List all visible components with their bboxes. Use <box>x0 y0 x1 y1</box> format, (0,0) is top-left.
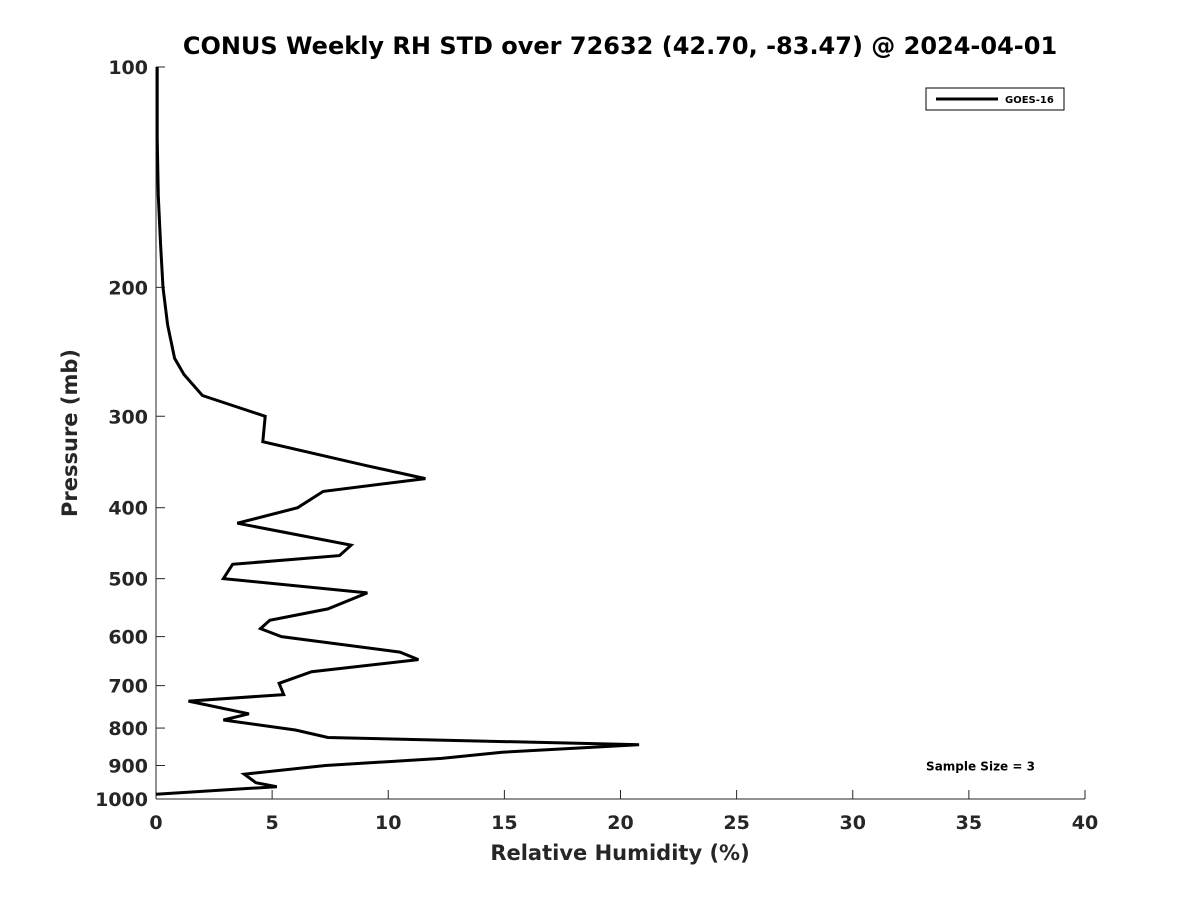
y-tick-label: 900 <box>108 756 148 778</box>
series-layer <box>155 67 640 796</box>
y-tick-label: 1000 <box>95 789 148 811</box>
legend-label-goes16: GOES-16 <box>1005 95 1054 106</box>
sample-size-annotation: Sample Size = 3 <box>926 760 1035 774</box>
x-tick-label: 30 <box>840 812 866 834</box>
x-tick-label: 25 <box>723 812 749 834</box>
x-tick-label: 15 <box>491 812 517 834</box>
x-tick-label: 40 <box>1072 812 1098 834</box>
series-line-goes16 <box>155 67 640 796</box>
y-tick-label: 700 <box>108 676 148 698</box>
y-tick-label: 200 <box>108 277 148 299</box>
y-tick-label: 500 <box>108 569 148 591</box>
x-tick-label: 0 <box>149 812 162 834</box>
x-tick-label: 10 <box>375 812 401 834</box>
y-axis-label: Pressure (mb) <box>58 349 82 517</box>
y-tick-label: 600 <box>108 627 148 649</box>
y-tick-label: 100 <box>108 57 148 79</box>
x-tick-label: 35 <box>956 812 982 834</box>
x-tick-label: 20 <box>607 812 633 834</box>
legend: GOES-16 <box>925 87 1065 111</box>
x-axis-label: Relative Humidity (%) <box>490 841 749 865</box>
y-tick-label: 300 <box>108 406 148 428</box>
x-tick-label: 5 <box>266 812 279 834</box>
y-tick-label: 800 <box>108 718 148 740</box>
axes: 0 5 10 15 20 25 30 35 40 100 200 300 400 500 600 700 800… <box>95 57 1098 834</box>
y-tick-label: 400 <box>108 498 148 520</box>
chart-title: CONUS Weekly RH STD over 72632 (42.70, -… <box>183 32 1057 60</box>
